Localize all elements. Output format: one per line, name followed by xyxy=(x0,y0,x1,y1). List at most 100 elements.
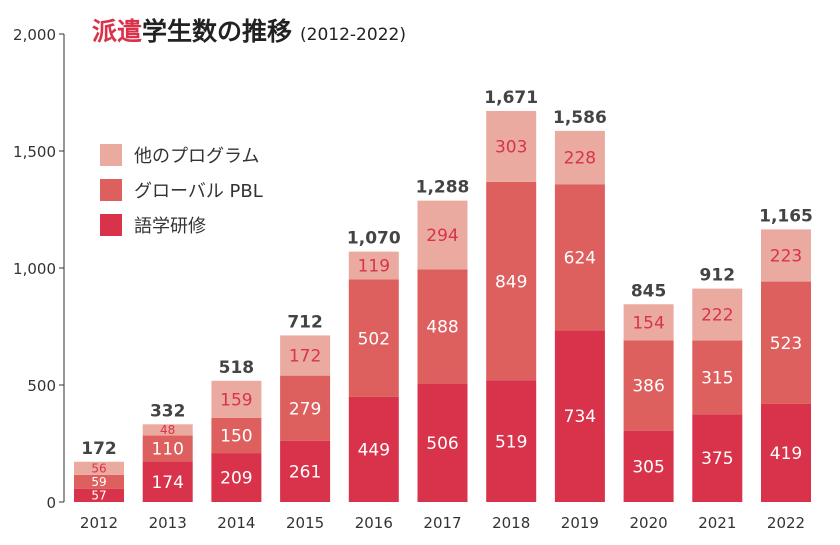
bar-value-2020-global: 386 xyxy=(632,377,664,397)
bar-total-2019: 1,586 xyxy=(553,108,607,128)
legend-label-other: 他のプログラム xyxy=(134,146,260,167)
bar-2021-language xyxy=(692,414,743,502)
bar-total-2012: 172 xyxy=(81,439,117,459)
bar-2021-global xyxy=(692,340,743,415)
bar-value-2022-language: 419 xyxy=(770,444,802,464)
bar-value-2015-global: 279 xyxy=(289,399,321,419)
bar-value-2018-language: 519 xyxy=(495,432,527,452)
bar-value-2022-global: 523 xyxy=(770,334,802,354)
legend-swatch-other xyxy=(100,144,122,166)
bar-2021-other xyxy=(692,288,743,341)
bar-2019-other xyxy=(554,130,605,185)
bar-total-2013: 332 xyxy=(150,401,186,421)
bar-value-2018-global: 849 xyxy=(495,272,527,292)
bar-2019-language xyxy=(554,330,605,502)
legend-swatch-global xyxy=(100,179,122,201)
y-tick-label-0: 0 xyxy=(46,494,56,512)
bar-value-2017-other: 294 xyxy=(426,226,458,246)
bar-2017-language xyxy=(417,383,468,502)
bar-2015-language xyxy=(280,440,331,502)
bar-value-2016-language: 449 xyxy=(358,441,390,461)
bar-2016-other xyxy=(348,251,399,280)
bar-total-2014: 518 xyxy=(219,358,255,378)
bar-2013-other xyxy=(142,424,193,436)
bar-value-2016-global: 502 xyxy=(358,329,390,349)
x-tick-label-2014: 2014 xyxy=(217,514,255,532)
x-tick-label-2018: 2018 xyxy=(492,514,530,532)
x-tick-label-2016: 2016 xyxy=(355,514,393,532)
x-tick-label-2015: 2015 xyxy=(286,514,324,532)
bar-2013-global xyxy=(142,435,193,462)
bar-2016-language xyxy=(348,396,399,502)
y-tick-label-2000: 2,000 xyxy=(13,26,56,44)
bar-value-2017-language: 506 xyxy=(426,434,458,454)
legend-item-language: 語学研修 xyxy=(100,213,263,237)
bar-2018-other xyxy=(486,110,537,182)
legend-swatch-language xyxy=(100,214,122,236)
bar-total-2020: 845 xyxy=(631,281,667,301)
legend-item-global: グローバル PBL xyxy=(100,178,263,202)
bar-2022-language xyxy=(761,403,811,502)
chart-title-accent: 派遣 xyxy=(92,17,143,46)
y-tick-label-1500: 1,500 xyxy=(13,143,56,161)
bar-total-2022: 1,165 xyxy=(759,206,813,226)
bar-2015-other xyxy=(280,335,331,376)
bar-value-2013-global: 110 xyxy=(151,440,183,460)
bar-value-2019-other: 228 xyxy=(564,149,596,169)
bar-2022-other xyxy=(761,229,811,282)
x-tick-label-2017: 2017 xyxy=(423,514,461,532)
bar-2020-other xyxy=(623,304,674,341)
x-tick-label-2020: 2020 xyxy=(630,514,668,532)
legend-label-language: 語学研修 xyxy=(134,216,206,237)
legend-item-other: 他のプログラム xyxy=(100,143,263,167)
bar-2017-other xyxy=(417,200,468,270)
bar-2014-other xyxy=(211,380,262,418)
bar-value-2020-other: 154 xyxy=(632,313,664,333)
bar-value-2013-other: 48 xyxy=(160,423,175,437)
chart-title: 派遣学生数の推移 (2012-2022) xyxy=(92,12,406,48)
bar-2012-global xyxy=(74,474,124,489)
bar-value-2021-other: 222 xyxy=(701,306,733,326)
bar-total-2021: 912 xyxy=(700,266,736,286)
bar-2012-language xyxy=(74,488,124,502)
bar-2017-global xyxy=(417,269,468,384)
bar-2012-other xyxy=(74,461,124,475)
bar-value-2019-global: 624 xyxy=(564,248,596,268)
bar-value-2012-language: 57 xyxy=(91,489,106,503)
x-tick-label-2022: 2022 xyxy=(767,514,805,532)
bar-value-2021-global: 315 xyxy=(701,369,733,389)
bar-value-2016-other: 119 xyxy=(358,257,390,277)
x-tick-label-2012: 2012 xyxy=(80,514,118,532)
bar-2014-language xyxy=(211,453,262,502)
bar-value-2014-language: 209 xyxy=(220,469,252,489)
bar-2020-language xyxy=(623,430,674,502)
bar-value-2013-language: 174 xyxy=(151,473,183,493)
bar-2013-language xyxy=(142,461,193,502)
bar-value-2018-other: 303 xyxy=(495,138,527,158)
bar-value-2012-other: 56 xyxy=(91,462,106,476)
bar-2016-global xyxy=(348,279,399,397)
bar-value-2014-other: 159 xyxy=(220,391,252,411)
bar-value-2017-global: 488 xyxy=(426,318,458,338)
chart-title-years: (2012-2022) xyxy=(300,25,406,45)
bar-2018-global xyxy=(486,181,537,381)
bar-total-2016: 1,070 xyxy=(347,229,401,249)
bar-2014-global xyxy=(211,417,262,454)
bar-value-2015-other: 172 xyxy=(289,347,321,367)
y-tick-label-1000: 1,000 xyxy=(13,260,56,278)
bar-total-2018: 1,671 xyxy=(484,88,538,108)
bar-2019-global xyxy=(554,184,605,331)
x-tick-label-2013: 2013 xyxy=(149,514,187,532)
legend-label-global: グローバル PBL xyxy=(134,181,263,202)
y-tick-label-500: 500 xyxy=(27,377,56,395)
bar-value-2012-global: 59 xyxy=(91,475,106,489)
bar-value-2015-language: 261 xyxy=(289,463,321,483)
bar-2022-global xyxy=(761,281,811,404)
bar-value-2021-language: 375 xyxy=(701,449,733,469)
bar-value-2020-language: 305 xyxy=(632,457,664,477)
bar-total-2015: 712 xyxy=(287,312,323,332)
bar-value-2019-language: 734 xyxy=(564,407,596,427)
bar-value-2022-other: 223 xyxy=(770,247,802,267)
x-tick-label-2019: 2019 xyxy=(561,514,599,532)
